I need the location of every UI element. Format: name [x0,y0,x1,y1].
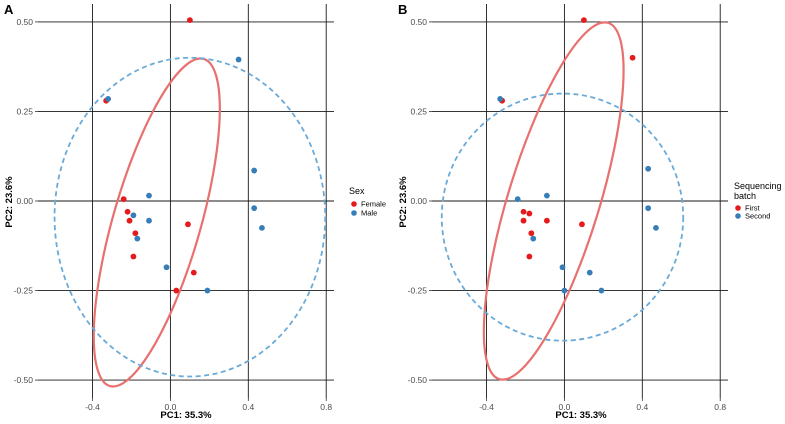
panel-a-x-axis-title: PC1: 35.3% [160,410,212,421]
panel-a-point-male-5 [130,212,137,219]
panel-b-y-tick-label-0: -0.50 [408,375,428,385]
panel-a-legend: Sex Female Male [349,186,386,218]
panel-b-point-second-0 [497,96,504,102]
panel-b-point-second-1 [514,196,521,203]
panel-b-x-tick-label-1: 0.0 [559,402,571,412]
panel-b-point-second-5 [561,287,568,294]
panel-a-point-female-8 [190,269,197,276]
panel-a-point-male-0 [235,56,242,63]
panel-b-point-second-6 [586,269,593,276]
panel-b-plot-area: -0.4 0.0 0.4 0.8 -0.50 -0.25 0.00 0.25 0.50 [408,4,728,412]
legend-first-marker [735,205,741,211]
panel-a-y-tick-label-1: -0.25 [14,286,34,296]
legend-female-marker [351,201,357,207]
panel-a-point-male-6 [163,264,170,271]
panel-b-y-tick-label-4: 0.50 [410,17,427,27]
legend-male-label: Male [361,209,377,218]
panel-b-ellipse-second [440,92,685,342]
panel-b-ellipse-first [482,21,625,381]
panel-a-point-female-3 [124,208,131,215]
panel-b-x-tick-label-3: 0.8 [714,402,726,412]
panel-a-point-female-0 [186,17,193,24]
panel-a-point-male-9 [251,205,258,212]
panel-a-y-tick-label-3: 0.25 [16,106,33,116]
panel-a-x-tick-label-2: 0.4 [242,402,254,412]
panel-b-point-first-9 [579,221,585,228]
panel-a-legend-title: Sex [349,186,365,196]
panel-b-point-second-8 [645,165,652,172]
panel-b-point-second-2 [543,192,550,199]
panel-b-point-first-3 [520,208,527,215]
panel-a-point-female-7 [185,221,191,228]
panel-b-point-first-0 [580,17,587,24]
panel-b-point-first-4 [520,217,527,224]
panel-a-x-tick-label-0: -0.4 [85,402,100,412]
panel-a-x-tick-label-1: 0.0 [165,402,177,412]
panel-b-point-second-7 [598,287,605,294]
legend-male-marker [351,210,357,216]
panel-b-x-tick-label-2: 0.4 [636,402,648,412]
panel-b-letter: B [398,2,407,17]
panel-b-point-second-3 [530,235,537,242]
panel-a-x-tick-label-3: 0.8 [320,402,332,412]
panel-b-x-tick-label-0: -0.4 [479,402,494,412]
panel-b-y-axis-title: PC2: 23.6% [398,176,409,228]
panel-b-point-second-4 [559,264,566,271]
panel-a-point-male-8 [251,167,258,174]
panel-a-point-female-4 [126,217,133,224]
panel-a-y-tick-label-2: 0.00 [16,196,33,206]
panel-a-point-female-5 [132,230,139,237]
panel-a-point-female-6 [130,253,137,260]
panel-b: B -0.4 0.0 0.4 0.8 -0.50 -0.25 0.00 0.25 0.50 PC… [398,2,782,421]
panel-b-y-tick-label-2: 0.00 [410,196,427,206]
panel-a-letter: A [4,2,14,17]
panel-b-legend-title-line2: batch [734,191,756,201]
panel-a-y-tick-label-0: -0.50 [14,375,34,385]
panel-b-x-axis-title: PC1: 35.3% [555,410,607,421]
panel-b-point-second-9 [645,205,652,212]
panel-a-ellipse-male [53,56,327,378]
panel-a-point-male-10 [259,224,265,231]
panel-b-point-first-1 [629,54,636,61]
panel-b-y-tick-label-1: -0.25 [408,286,428,296]
panel-b-point-first-8 [543,217,550,224]
legend-female-label: Female [361,200,386,209]
panel-a-point-female-9 [173,287,180,294]
panel-a-point-female-2 [120,196,127,203]
panel-a-point-male-3 [146,217,152,224]
legend-second-marker [735,213,741,219]
legend-first-label: First [745,204,760,213]
panel-a: A -0.4 0.0 0.4 0.8 -0.50 -0.25 0.00 0.25 0.50 PC… [4,2,386,421]
panel-b-point-first-5 [526,210,533,217]
panel-a-point-male-7 [204,287,211,294]
panel-b-legend: Sequencing batch First Second [734,181,782,221]
panel-b-legend-title-line1: Sequencing [734,181,782,191]
panel-a-point-male-4 [134,235,141,242]
panel-b-point-first-7 [528,230,535,237]
panel-a-ellipse-female [92,57,221,388]
panel-b-point-first-6 [526,253,533,260]
legend-second-label: Second [745,212,770,221]
panel-b-y-tick-label-3: 0.25 [410,106,427,116]
panel-a-y-axis-title: PC2: 23.6% [4,176,15,228]
panel-a-point-male-2 [146,192,152,199]
panel-a-point-male-1 [105,96,112,102]
panel-a-plot-area: -0.4 0.0 0.4 0.8 -0.50 -0.25 0.00 0.25 0.50 [14,4,334,412]
panel-b-point-second-10 [653,224,659,231]
panel-a-y-tick-label-4: 0.50 [16,17,33,27]
